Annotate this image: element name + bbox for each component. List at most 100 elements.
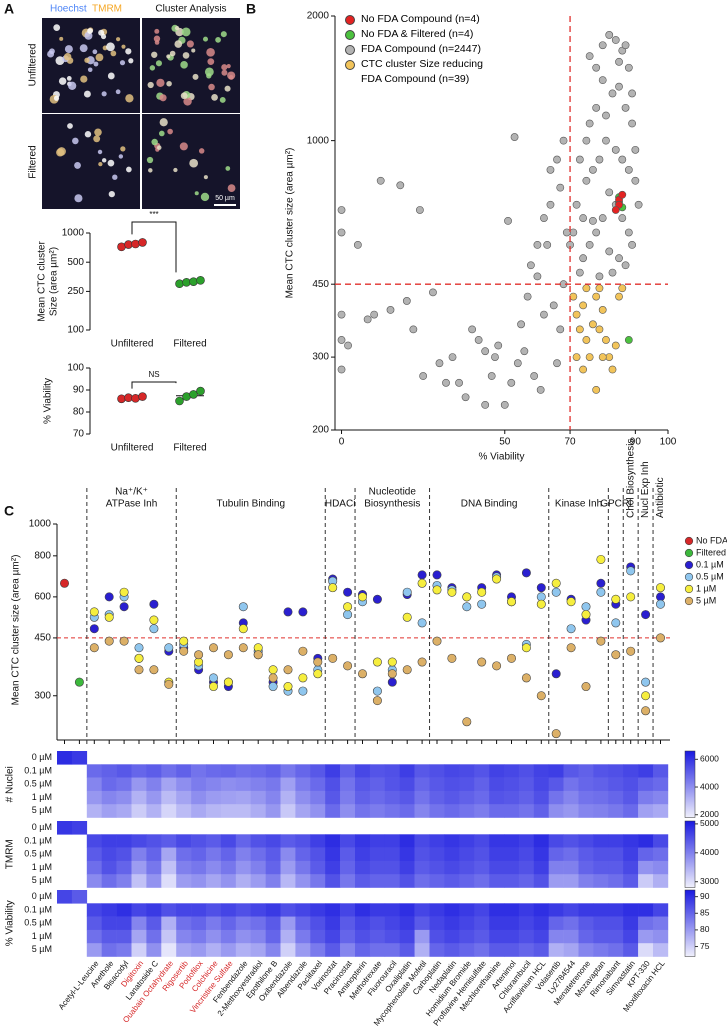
dot <box>131 394 140 403</box>
heatmap-cell <box>459 874 475 888</box>
dot <box>596 587 606 597</box>
heatmap-cell <box>623 860 639 875</box>
heatmap-cell <box>206 943 222 957</box>
heatmap-cell <box>489 929 505 944</box>
heatmap-cell <box>548 804 564 818</box>
group-label: Kinase Inh <box>555 499 602 510</box>
heatmap-cell <box>623 847 639 862</box>
dot <box>119 587 129 597</box>
heatmap-cell <box>131 790 147 805</box>
heatmap-cell <box>444 903 460 917</box>
dot <box>209 643 219 653</box>
y-tick-label: 450 <box>312 279 329 290</box>
dot <box>566 643 576 653</box>
point <box>526 261 535 270</box>
colorbar-tick-label: 75 <box>700 941 710 951</box>
row-label: 1 µM <box>32 931 52 941</box>
dot <box>189 390 198 399</box>
heatmap-cell <box>235 903 251 917</box>
heatmap-cell <box>340 847 356 862</box>
heatmap-cell <box>86 804 102 818</box>
heatmap-cell <box>429 790 445 805</box>
point <box>579 214 588 222</box>
heatmap-cell <box>265 929 281 944</box>
dot <box>551 729 561 739</box>
dot <box>238 602 248 612</box>
heatmap-cell <box>444 916 460 931</box>
heatmap-cell <box>325 777 341 792</box>
heatmap-cell <box>146 834 162 848</box>
cell <box>181 27 191 37</box>
point <box>602 336 610 344</box>
y-axis-label: % Viability <box>5 900 16 946</box>
point <box>337 310 346 319</box>
row-label: 0.1 µM <box>24 904 52 914</box>
dot <box>566 624 576 634</box>
heatmap-cell <box>176 790 192 805</box>
dot <box>298 607 308 617</box>
cell <box>97 149 103 155</box>
heatmap-cell <box>340 777 356 792</box>
dot <box>387 677 397 687</box>
heatmap-cell <box>414 903 430 917</box>
cell <box>80 75 88 83</box>
heatmap-cell <box>548 847 564 862</box>
point <box>507 378 516 387</box>
heatmap-cell <box>518 804 535 818</box>
heatmap-cell <box>146 943 162 957</box>
heatmap-cell <box>429 777 445 792</box>
cell <box>192 73 199 80</box>
dot <box>611 618 621 628</box>
heatmap-cell <box>325 916 341 931</box>
point <box>579 365 588 374</box>
heatmap-cell <box>548 874 564 888</box>
heatmap-cell <box>474 874 490 888</box>
point <box>546 200 555 209</box>
heatmap-cell <box>459 777 475 792</box>
cell <box>57 147 66 156</box>
dot <box>432 636 442 646</box>
dot <box>328 653 338 663</box>
heatmap-cell <box>310 790 326 805</box>
cell <box>118 154 124 159</box>
row-label: 0 µM <box>32 891 52 901</box>
heatmap-cell <box>116 847 132 862</box>
heatmap-cell <box>369 860 386 875</box>
heatmap-cell <box>608 929 624 944</box>
cell <box>186 40 194 48</box>
heatmap-cell <box>146 804 162 818</box>
row-label: 1 µM <box>32 862 52 872</box>
dot <box>626 566 636 576</box>
point <box>540 310 548 319</box>
cell <box>66 76 72 81</box>
heatmap-cell <box>429 943 445 957</box>
dot <box>298 646 308 656</box>
heatmap-cell <box>459 790 475 805</box>
legend: No FDA Compound (n=4) No FDA & Filtered (… <box>345 12 555 87</box>
row-label: 0.5 µM <box>24 779 52 789</box>
dot <box>298 686 308 696</box>
heatmap-cell <box>310 764 326 778</box>
dot <box>283 607 293 617</box>
heatmap-cell <box>265 777 281 792</box>
heatmap-cell <box>504 834 520 848</box>
heatmap-cell <box>638 943 654 957</box>
heatmap-cell <box>176 804 192 818</box>
heatmap-cell <box>280 790 296 805</box>
heatmap-cell <box>474 804 490 818</box>
point <box>628 119 636 128</box>
heatmap-cell <box>399 874 415 888</box>
heatmap-cell <box>191 777 207 792</box>
cell <box>194 191 199 196</box>
heatmap-cell <box>414 847 430 862</box>
heatmap-cell <box>116 764 132 778</box>
dot <box>283 682 293 692</box>
dot <box>506 597 516 607</box>
panel-label: A <box>4 1 14 17</box>
legend-swatch <box>345 45 355 55</box>
heatmap-cell <box>578 916 594 931</box>
dot <box>566 597 576 607</box>
dot <box>209 682 219 692</box>
heatmap-cell <box>548 929 564 944</box>
